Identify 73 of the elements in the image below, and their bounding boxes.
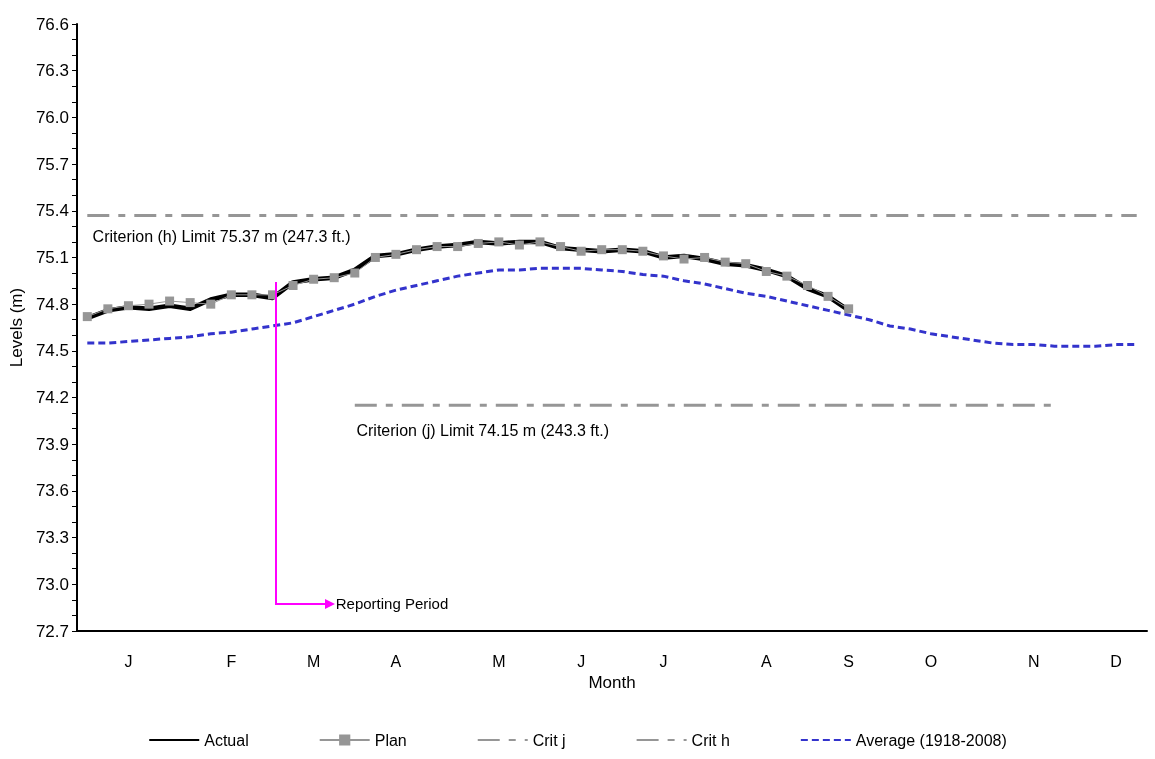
point (700, 252, 710, 262)
point (226, 290, 236, 300)
point (576, 246, 586, 256)
point (535, 237, 545, 247)
legend-label: Average (1918-2008) (855, 731, 1007, 749)
point (82, 312, 92, 322)
point (453, 242, 463, 252)
annotation: Reporting Period (335, 595, 449, 613)
point (288, 280, 298, 290)
x-tick-label: M (306, 652, 321, 670)
x-tick-label: J (577, 652, 586, 670)
point (432, 242, 442, 252)
point (123, 301, 133, 311)
x-tick-label: A (390, 652, 402, 670)
y-tick-label: 72.7 (35, 621, 69, 641)
y-tick-label: 76.0 (35, 107, 69, 127)
point (556, 242, 566, 252)
point (309, 274, 319, 284)
x-tick-label: O (924, 652, 938, 670)
point (782, 271, 792, 281)
point (802, 280, 812, 290)
point (679, 254, 689, 264)
x-tick-label: M (492, 652, 506, 670)
y-tick-label: 76.6 (35, 14, 69, 34)
x-axis-title: Month (588, 672, 636, 692)
point (412, 245, 422, 255)
legend-label: Crit h (691, 731, 730, 749)
point (391, 249, 401, 259)
y-tick-label: 76.3 (35, 61, 69, 81)
point (597, 245, 607, 255)
legend-label: Crit j (532, 731, 566, 749)
x-tick-label: J (659, 652, 668, 670)
y-tick-label: 75.4 (35, 201, 69, 221)
y-tick-label: 73.6 (35, 481, 69, 501)
point (658, 251, 668, 261)
point (638, 246, 648, 256)
point (165, 296, 175, 306)
y-tick-label: 73.3 (35, 528, 69, 548)
x-tick-label: A (760, 652, 772, 670)
point (370, 252, 380, 262)
x-tick-label: N (1028, 652, 1040, 670)
point (761, 266, 771, 276)
point (494, 237, 504, 247)
y-tick-label: 74.5 (35, 341, 69, 361)
point (720, 257, 730, 267)
point (823, 291, 833, 301)
y-tick-label: 75.7 (35, 154, 69, 174)
point (247, 290, 257, 300)
point (185, 298, 195, 308)
x-tick-label: J (124, 652, 133, 670)
annotation: Criterion (j) Limit 74.15 m (243.3 ft.) (356, 422, 610, 440)
y-tick-label: 73.0 (35, 574, 69, 594)
x-tick-label: S (843, 652, 854, 670)
y-tick-label: 75.1 (35, 247, 69, 267)
y-tick-label: 74.2 (35, 388, 69, 408)
annotation: Criterion (h) Limit 75.37 m (247.3 ft.) (92, 227, 351, 245)
y-tick-label: 74.8 (35, 294, 69, 314)
y-axis-title: Levels (m) (7, 287, 26, 368)
x-tick-label: D (1110, 652, 1122, 670)
point (103, 304, 113, 314)
point (844, 304, 854, 314)
point (741, 259, 751, 269)
point (350, 268, 360, 278)
y-tick-label: 73.9 (35, 434, 69, 454)
legend-label: Plan (374, 731, 407, 749)
point (144, 299, 154, 309)
point (617, 245, 627, 255)
point (473, 238, 483, 248)
point (329, 273, 339, 283)
point (206, 299, 216, 309)
point (514, 240, 524, 250)
x-tick-label: F (226, 652, 237, 670)
legend-label: Actual (204, 731, 249, 749)
